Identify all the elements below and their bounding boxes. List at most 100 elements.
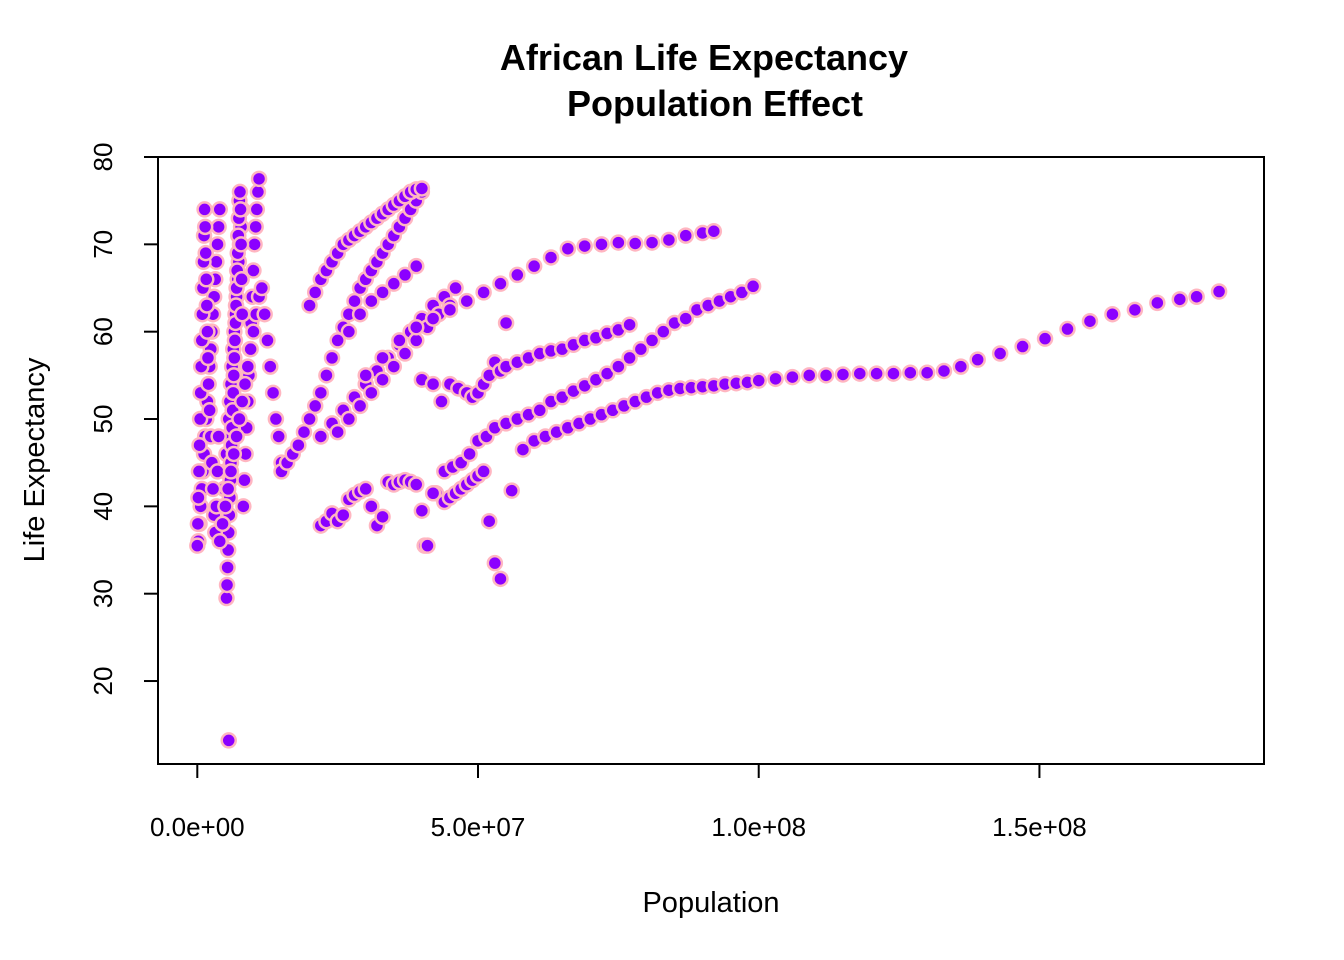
data-point: [218, 576, 236, 594]
data-point: [357, 367, 374, 384]
data-point: [363, 498, 380, 515]
data-point: [226, 332, 244, 349]
data-point: [952, 358, 970, 375]
data-point: [447, 279, 464, 297]
data-point: [247, 218, 264, 236]
data-point: [458, 292, 476, 310]
data-point: [189, 515, 207, 533]
data-point: [204, 480, 222, 498]
data-point: [424, 375, 442, 393]
data-point: [211, 201, 229, 218]
y-tick-label: 20: [88, 667, 118, 696]
data-point: [868, 365, 885, 382]
data-point: [531, 402, 549, 419]
data-point: [374, 284, 391, 301]
data-point: [610, 234, 627, 251]
data-point: [643, 332, 661, 349]
data-point: [396, 266, 414, 284]
data-point: [424, 485, 442, 502]
data-point: [262, 358, 279, 375]
data-point: [1014, 338, 1031, 355]
data-point: [475, 463, 492, 480]
data-point: [374, 349, 391, 367]
data-point: [396, 345, 414, 362]
data-point: [391, 332, 408, 349]
data-point: [509, 266, 526, 284]
data-point: [677, 227, 694, 244]
data-point: [408, 319, 425, 336]
data-point: [1036, 330, 1054, 347]
data-point: [199, 323, 216, 340]
y-tick-label: 70: [88, 230, 118, 259]
data-point: [306, 284, 324, 301]
data-point: [1059, 320, 1076, 338]
data-point: [312, 428, 330, 445]
data-point: [660, 231, 678, 249]
data-point: [935, 362, 953, 380]
data-point: [198, 297, 216, 314]
y-axis: 20 30 40 50 60 70 80: [88, 143, 159, 696]
data-point: [357, 480, 374, 498]
data-point: [626, 235, 644, 252]
data-point: [301, 410, 318, 428]
data-point: [424, 310, 442, 327]
data-point: [290, 436, 307, 454]
data-point: [643, 234, 661, 251]
data-point: [1126, 301, 1144, 319]
x-tick-label: 5.0e+07: [431, 812, 526, 842]
data-point: [621, 316, 638, 333]
data-point: [486, 554, 504, 572]
data-point: [991, 345, 1009, 362]
data-point: [902, 364, 919, 381]
data-point: [340, 410, 358, 428]
data-point: [834, 366, 852, 383]
data-point: [441, 301, 459, 319]
data-point: [329, 423, 346, 441]
data-point: [267, 410, 285, 428]
data-point: [677, 310, 694, 327]
data-point: [245, 262, 262, 279]
data-point: [497, 314, 515, 332]
data-point: [200, 375, 217, 393]
data-point: [346, 292, 363, 310]
data-point: [211, 533, 229, 550]
data-point: [559, 240, 577, 257]
data-point: [413, 502, 431, 519]
data-point: [408, 476, 425, 493]
plot-frame: [157, 156, 1265, 765]
data-point: [1188, 288, 1205, 305]
data-point: [233, 393, 251, 410]
data-point: [264, 384, 282, 402]
data-point: [219, 480, 237, 498]
data-point: [245, 323, 262, 340]
data-point: [209, 463, 226, 480]
data-point: [232, 201, 249, 218]
chart-title-line-2: Population Effect: [567, 83, 863, 124]
data-point: [214, 515, 231, 533]
data-point: [239, 358, 257, 375]
data-point: [233, 305, 251, 323]
x-axis-label: Population: [642, 887, 779, 919]
data-point: [767, 370, 784, 388]
data-point: [312, 384, 330, 402]
data-point: [621, 349, 638, 367]
data-point: [190, 463, 208, 480]
data-point: [514, 441, 532, 458]
data-point: [196, 201, 213, 218]
x-tick-label: 1.0e+08: [711, 812, 806, 842]
data-point: [480, 512, 498, 530]
data-point: [1149, 294, 1166, 312]
y-tick-label: 80: [88, 143, 118, 172]
data-point: [199, 349, 217, 367]
data-point: [270, 428, 287, 445]
data-point: [817, 367, 835, 384]
data-point: [363, 384, 380, 402]
data-point: [363, 292, 380, 310]
data-point: [784, 368, 801, 386]
data-point: [885, 365, 902, 382]
data-point: [190, 489, 207, 506]
data-point: [750, 372, 767, 389]
data-point: [413, 180, 431, 197]
data-point: [374, 508, 391, 526]
data-point: [433, 393, 450, 410]
